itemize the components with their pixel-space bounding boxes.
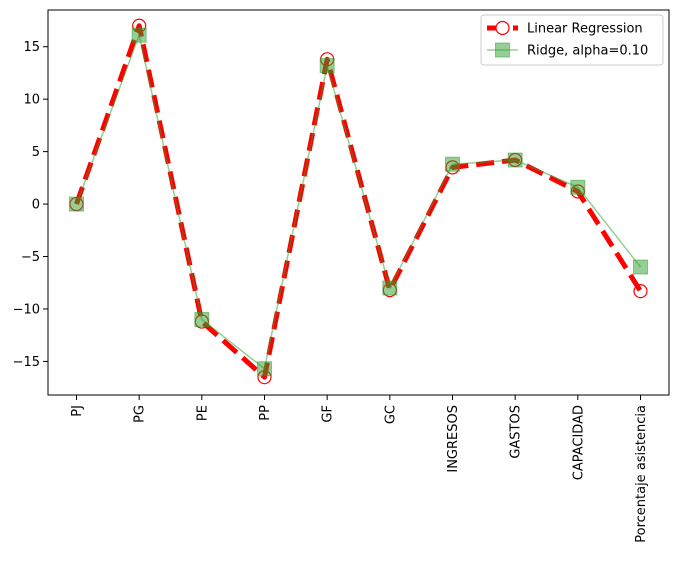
x-tick-label-gc: GC: [383, 405, 398, 424]
y-tick-label: −15: [13, 355, 40, 370]
point-ridge-gc: [382, 280, 398, 296]
point-ridge-capacidad: [570, 179, 586, 195]
x-tick-label-pp: PP: [258, 405, 273, 421]
x-tick-label-porcentaje-asistencia: Porcentaje asistencia: [634, 405, 649, 543]
legend-entry-linear-regression: Linear Regression: [487, 20, 643, 37]
point-ridge-ingresos: [445, 156, 460, 172]
y-tick-label: −10: [13, 302, 40, 317]
y-tick-label: −5: [21, 250, 40, 265]
axis-layer: −15 −10 −5 0 5 10 15 PJ PG PE PP GF GC INGRESOS GASTOS…: [13, 40, 649, 543]
x-tick-label-gastos: GASTOS: [509, 405, 524, 459]
x-tick-label-pj: PJ: [70, 405, 85, 417]
point-ridge-pe: [194, 311, 210, 327]
plot-area-frame: [47, 9, 670, 396]
x-tick-label-gf: GF: [321, 405, 336, 423]
legend-box: [480, 14, 664, 66]
legend-label-linear-regression: Linear Regression: [527, 22, 643, 37]
plot-layer: [69, 18, 648, 385]
x-tick-label-ingresos: INGRESOS: [446, 405, 461, 473]
point-ridge-porcentaje-asistencia: [633, 259, 648, 275]
point-linear-regression-porcentaje-asistencia: [633, 284, 648, 299]
legend-marker-ridge: [495, 42, 510, 58]
legend-entry-ridge: Ridge, alpha=0.10: [487, 42, 648, 59]
series-line-ridge: [75, 32, 642, 371]
legend: Linear Regression Ridge, alpha=0.10: [480, 14, 664, 66]
x-tick-label-pg: PG: [133, 405, 148, 423]
legend-label-ridge: Ridge, alpha=0.10: [527, 44, 648, 59]
point-ridge-pp: [257, 361, 272, 377]
x-tick-label-pe: PE: [195, 405, 210, 421]
y-tick-label: 0: [32, 198, 40, 213]
y-tick-label: 15: [23, 40, 40, 55]
point-ridge-gastos: [507, 152, 523, 168]
legend-marker-linear-regression: [495, 20, 510, 36]
x-tick-label-capacidad: CAPACIDAD: [571, 405, 586, 480]
point-ridge-pj: [69, 196, 84, 212]
y-tick-label: 5: [32, 145, 40, 160]
y-tick-label: 10: [23, 93, 40, 108]
point-ridge-pg: [131, 27, 147, 43]
point-ridge-gf: [319, 58, 335, 74]
